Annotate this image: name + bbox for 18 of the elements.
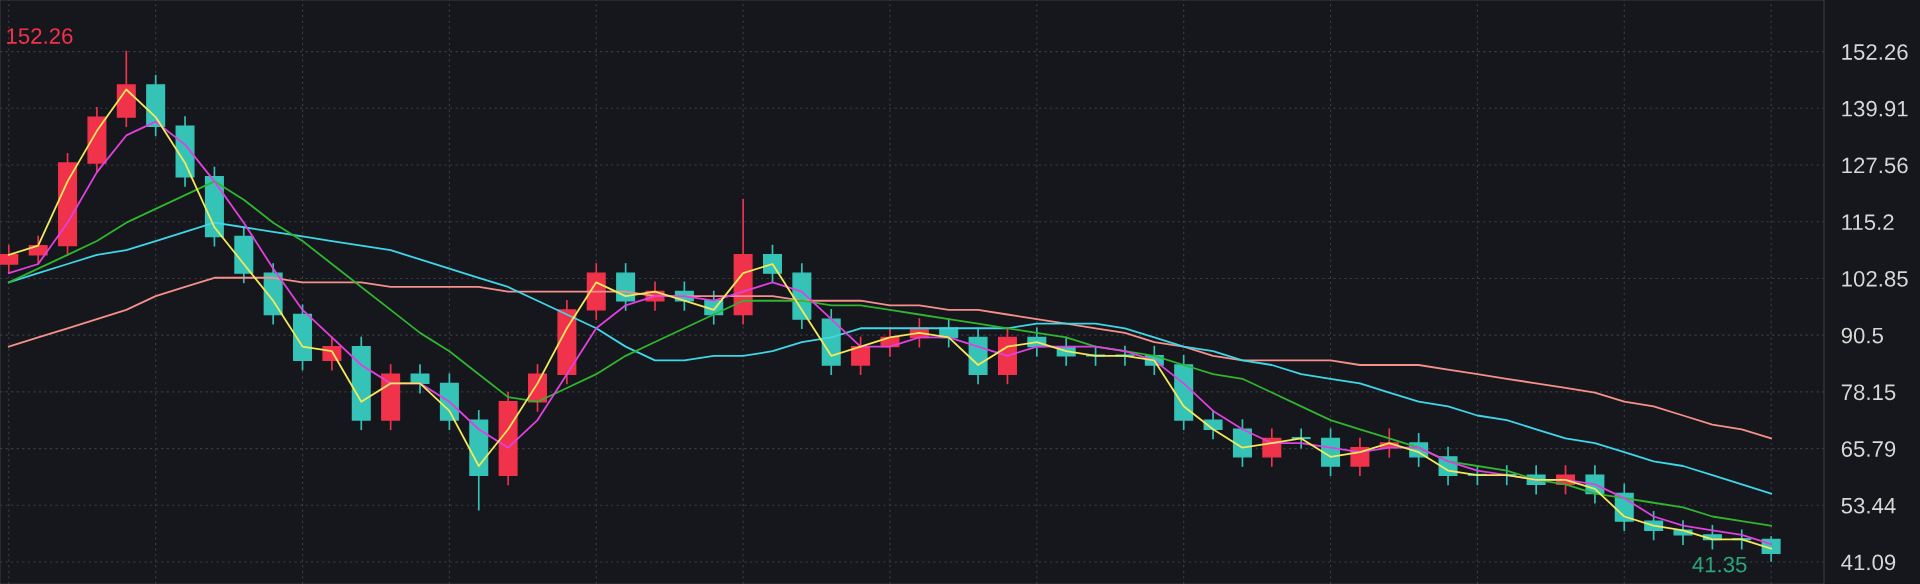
candlestick <box>851 336 871 376</box>
y-tick-label: 115.2 <box>1842 214 1894 231</box>
y-tick-label: 139.91 <box>1842 100 1908 117</box>
y-tick-label: 53.44 <box>1841 497 1896 514</box>
y-tick-label: 127.56 <box>1842 157 1908 174</box>
annotation: 152.26 <box>7 28 73 44</box>
y-tick-label: 90.5 <box>1841 327 1883 344</box>
y-tick-label: 41.09 <box>1841 554 1896 571</box>
candlestick <box>762 244 782 284</box>
line-series <box>7 180 1773 527</box>
candlestick <box>410 364 430 394</box>
y-tick-label: 65.79 <box>1841 441 1896 457</box>
y-tick-label: 78.15 <box>1841 384 1896 401</box>
y-tick-label: 152.26 <box>1842 44 1908 60</box>
line-series <box>7 276 1773 440</box>
candlestick <box>0 244 19 275</box>
annotation: 41.35 <box>1692 556 1747 573</box>
y-tick-label: 102.85 <box>1842 270 1908 287</box>
